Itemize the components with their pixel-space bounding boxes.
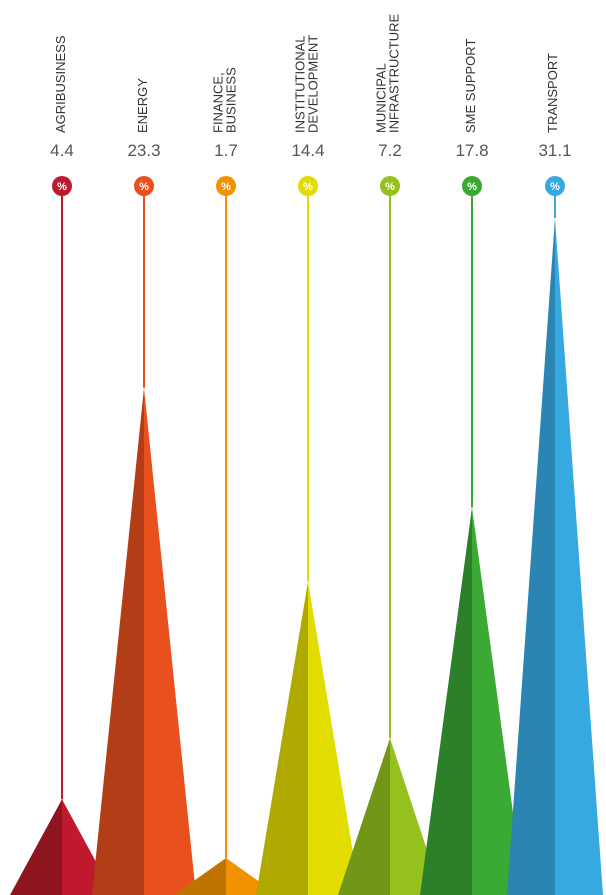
category-label-line: SME SUPPORT — [463, 39, 478, 133]
category-label-line: BUSINESS — [224, 67, 239, 133]
percent-symbol: % — [303, 181, 313, 193]
value-label: 31.1 — [538, 141, 571, 160]
percent-symbol: % — [385, 181, 395, 193]
percent-badge — [134, 176, 154, 196]
category-label-line: DEVELOPMENT — [306, 35, 321, 133]
category-label: INSTITUTIONALDEVELOPMENT — [293, 35, 321, 133]
cone-5 — [338, 738, 442, 895]
category-label-line: INFRASTRUCTURE — [387, 14, 402, 133]
cone-2 — [92, 387, 196, 895]
category-label: TRANSPORT — [545, 53, 560, 133]
category-label-line: TRANSPORT — [545, 53, 560, 133]
percent-symbol: % — [221, 181, 231, 193]
cone-bar-shade — [174, 857, 226, 895]
category-label: AGRIBUSINESS — [53, 35, 68, 133]
percent-symbol: % — [57, 181, 67, 193]
percent-badge — [216, 176, 236, 196]
percent-badge — [52, 176, 72, 196]
category-label: MUNICIPALINFRASTRUCTURE — [374, 14, 402, 133]
cone-bar-shade — [92, 387, 144, 895]
cone-bar — [144, 387, 196, 895]
cone-bar — [472, 507, 524, 895]
category-label: FINANCE,BUSINESS — [211, 67, 239, 133]
category-label-line: FINANCE, — [211, 72, 226, 133]
percent-symbol: % — [467, 181, 477, 193]
value-label: 14.4 — [291, 141, 324, 160]
category-label-line: MUNICIPAL — [374, 63, 389, 133]
cone-bar-shade — [507, 218, 555, 895]
value-label: 23.3 — [127, 141, 160, 160]
value-label: 7.2 — [378, 141, 402, 160]
percent-badge — [380, 176, 400, 196]
cone-bar — [308, 581, 360, 895]
cone-bar-shade — [420, 507, 472, 895]
percent-badge — [545, 176, 565, 196]
cone-bar-shade — [256, 581, 308, 895]
cone-4 — [256, 581, 360, 895]
cone-bar-shade — [10, 799, 62, 895]
category-label: SME SUPPORT — [463, 39, 478, 133]
percent-badge — [298, 176, 318, 196]
percent-symbol: % — [550, 181, 560, 193]
cone-bar — [390, 738, 442, 895]
cone-bar-shade — [338, 738, 390, 895]
category-label-line: INSTITUTIONAL — [293, 35, 308, 133]
cone-bar — [555, 218, 603, 895]
percent-symbol: % — [139, 181, 149, 193]
category-label-line: ENERGY — [135, 78, 150, 133]
percent-badge — [462, 176, 482, 196]
category-label: ENERGY — [135, 78, 150, 133]
value-label: 17.8 — [455, 141, 488, 160]
value-label: 1.7 — [214, 141, 238, 160]
cone-6 — [420, 507, 524, 895]
cone-7 — [507, 218, 603, 895]
category-label-line: AGRIBUSINESS — [53, 35, 68, 133]
value-label: 4.4 — [50, 141, 74, 160]
